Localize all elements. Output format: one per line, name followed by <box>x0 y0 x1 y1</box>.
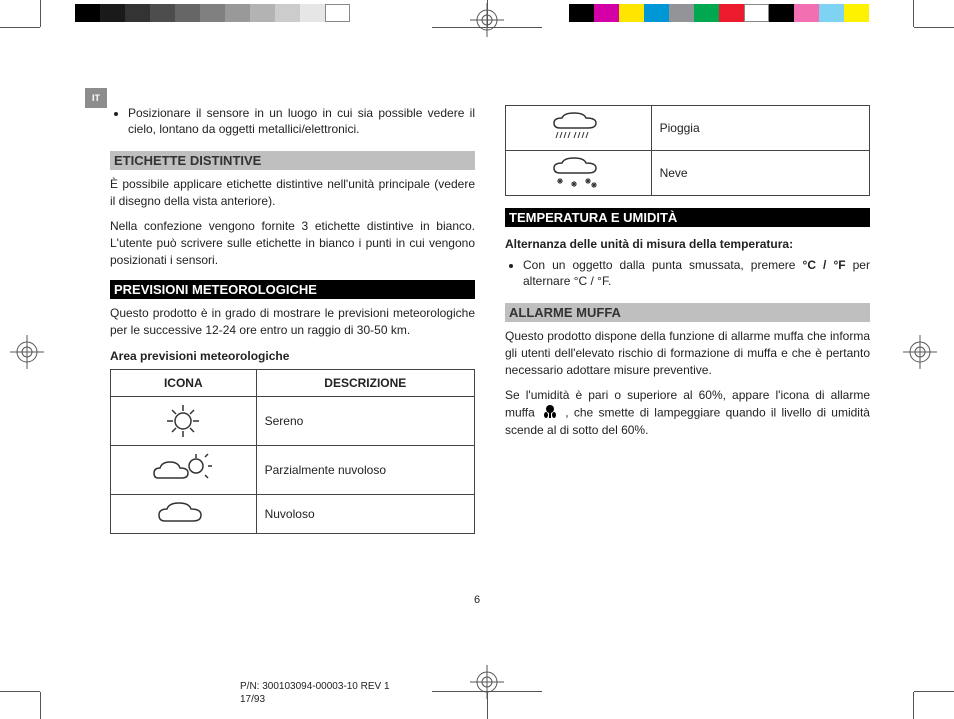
forecast-icon-table: ICONA DESCRIZIONE Sereno Parzialmente nu <box>110 369 475 534</box>
swatch <box>325 4 350 22</box>
swatch <box>569 4 594 22</box>
registration-mark-icon <box>903 335 937 369</box>
mold-alert-icon <box>542 404 558 423</box>
sensor-position-bullet: Posizionare il sensore in un luogo in cu… <box>128 105 475 137</box>
snow-icon <box>506 151 652 196</box>
heading-labels: ETICHETTE DISTINTIVE <box>110 151 475 170</box>
swatch <box>619 4 644 22</box>
swatch <box>669 4 694 22</box>
swatch <box>719 4 744 22</box>
swatch <box>150 4 175 22</box>
temp-toggle-bullet: Con un oggetto dalla punta smussata, pre… <box>523 257 870 289</box>
registration-mark-icon <box>470 3 504 37</box>
table-desc: Neve <box>651 151 869 196</box>
forecast-icon-table-continued: Pioggia Neve <box>505 105 870 196</box>
heading-forecast: PREVISIONI METEOROLOGICHE <box>110 280 475 299</box>
swatch <box>644 4 669 22</box>
swatch <box>75 4 100 22</box>
swatch <box>794 4 819 22</box>
swatch <box>125 4 150 22</box>
table-header-icon: ICONA <box>111 369 257 396</box>
sheet-number: 17/93 <box>240 693 390 706</box>
crop-mark <box>914 691 954 692</box>
cloudy-icon <box>111 494 257 533</box>
page-number: 6 <box>0 594 954 606</box>
bullet-text: Con un oggetto dalla punta smussata, pre… <box>523 258 803 272</box>
crop-mark <box>40 0 41 27</box>
mold-text-post: , che smette di lampeggiare quando il li… <box>505 405 870 437</box>
swatch <box>250 4 275 22</box>
crop-mark <box>913 692 914 719</box>
left-column: Posizionare il sensore in un luogo in cu… <box>110 105 475 534</box>
swatch <box>769 4 794 22</box>
footer-part-number: P/N: 300103094-00003-10 REV 1 17/93 <box>240 680 390 706</box>
swatch <box>275 4 300 22</box>
crop-mark <box>0 27 40 28</box>
swatch <box>300 4 325 22</box>
grayscale-color-bar <box>75 4 350 22</box>
swatch <box>175 4 200 22</box>
registration-mark-icon <box>10 335 44 369</box>
swatch <box>744 4 769 22</box>
bullet-bold: °C / °F <box>803 258 846 272</box>
sun-icon <box>111 396 257 445</box>
crop-mark <box>913 0 914 27</box>
crop-mark <box>40 692 41 719</box>
language-tab: IT <box>85 88 107 108</box>
page-content: Posizionare il sensore in un luogo in cu… <box>110 105 870 534</box>
crop-mark <box>914 27 954 28</box>
forecast-subhead: Area previsioni meteorologiche <box>110 349 475 363</box>
swatch <box>694 4 719 22</box>
mold-para-2: Se l'umidità è pari o superiore al 60%, … <box>505 387 870 439</box>
labels-para-1: È possibile applicare etichette distinti… <box>110 176 475 210</box>
table-desc: Parzialmente nuvoloso <box>256 445 474 494</box>
table-desc: Sereno <box>256 396 474 445</box>
heading-mold: ALLARME MUFFA <box>505 303 870 322</box>
swatch <box>200 4 225 22</box>
registration-mark-icon <box>470 665 504 699</box>
crop-mark <box>0 691 40 692</box>
labels-para-2: Nella confezione vengono fornite 3 etich… <box>110 218 475 268</box>
swatch <box>225 4 250 22</box>
partly-cloudy-icon <box>111 445 257 494</box>
heading-temperature: TEMPERATURA E UMIDITÀ <box>505 208 870 227</box>
swatch <box>819 4 844 22</box>
cmyk-color-bar <box>569 4 869 22</box>
table-desc: Nuvoloso <box>256 494 474 533</box>
swatch <box>100 4 125 22</box>
right-column: Pioggia Neve TEMPERATU <box>505 105 870 534</box>
table-desc: Pioggia <box>651 106 869 151</box>
table-header-desc: DESCRIZIONE <box>256 369 474 396</box>
temp-subhead: Alternanza delle unità di misura della t… <box>505 237 870 251</box>
forecast-para: Questo prodotto è in grado di mostrare l… <box>110 305 475 339</box>
swatch <box>594 4 619 22</box>
part-number: P/N: 300103094-00003-10 REV 1 <box>240 680 390 693</box>
rain-icon <box>506 106 652 151</box>
mold-para-1: Questo prodotto dispone della funzione d… <box>505 328 870 378</box>
swatch <box>844 4 869 22</box>
